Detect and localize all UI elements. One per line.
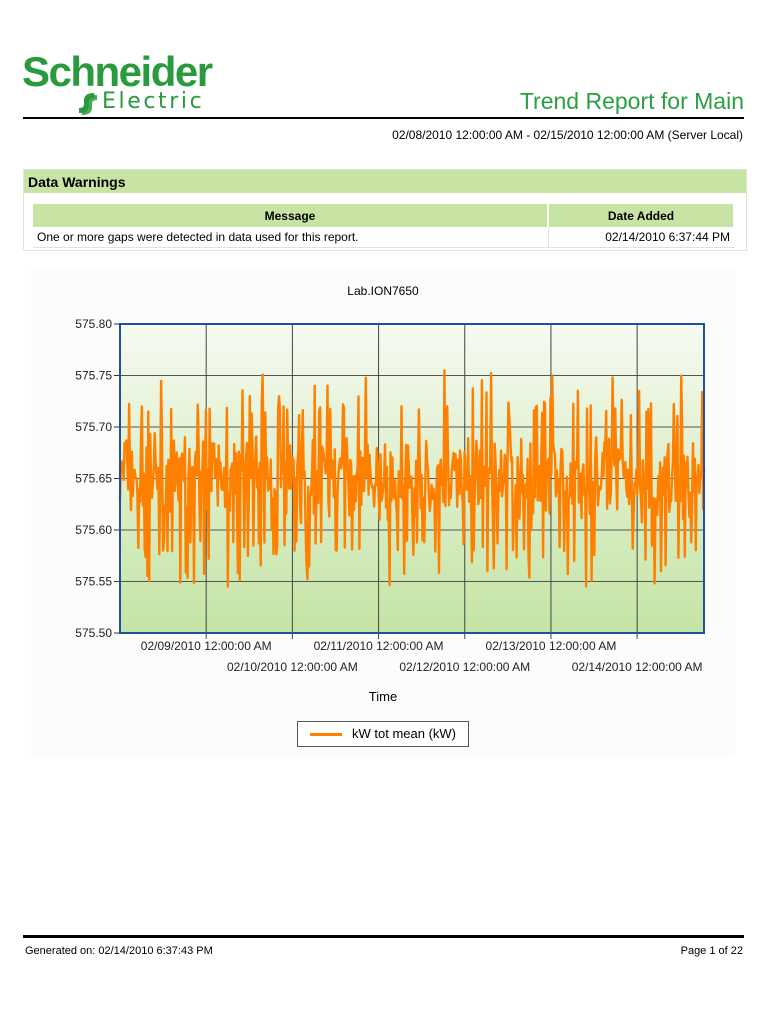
report-title: Trend Report for Main [519,88,744,114]
legend-line-swatch-icon [310,733,342,736]
x-tick-label: 02/12/2010 12:00:00 AM [399,660,530,674]
x-axis-title: Time [368,689,398,704]
header-divider [23,117,744,119]
plot-border [119,323,705,634]
schneider-electric-logo: Schneider Electric [22,50,252,120]
y-tick-label: 575.65 [75,472,112,486]
legend-label: kW tot mean (kW) [352,726,457,741]
data-warnings-section: Data Warnings Message Date Added One or … [23,169,747,251]
generated-on: Generated on: 02/14/2010 6:37:43 PM [25,945,213,957]
table-row: One or more gaps were detected in data u… [33,227,734,248]
y-tick-label: 575.80 [75,317,112,331]
y-tick-label: 575.60 [75,523,112,537]
logo-mark-icon [79,93,97,115]
x-tick-label: 02/13/2010 12:00:00 AM [486,639,617,653]
column-header-date-added: Date Added [548,204,735,227]
x-tick-label: 02/09/2010 12:00:00 AM [141,639,272,653]
data-warnings-title: Data Warnings [24,170,746,193]
y-tick-label: 575.70 [75,420,112,434]
column-header-message: Message [33,204,549,227]
y-tick-label: 575.75 [75,369,112,383]
x-tick-label: 02/14/2010 12:00:00 AM [572,660,703,674]
trend-chart: Lab.ION7650 575.80 575.75 575.70 575.65 575.… [31,268,735,758]
report-date-range: 02/08/2010 12:00:00 AM - 02/15/2010 12:0… [392,128,743,142]
data-warnings-table: Message Date Added One or more gaps were… [33,204,735,248]
footer-divider [23,935,744,938]
x-tick-label: 02/10/2010 12:00:00 AM [227,660,358,674]
chart-plot: 575.80 575.75 575.70 575.65 575.60 575.55 575.… [75,317,706,674]
logo-sub-text: Electric [102,89,205,114]
page-number: Page 1 of 22 [680,945,743,957]
series-line-kw-tot-mean [118,369,706,588]
warning-message: One or more gaps were detected in data u… [33,227,549,248]
chart-legend: kW tot mean (kW) [297,721,469,747]
y-tick-label: 575.55 [75,575,112,589]
logo-brand-text: Schneider [22,48,213,95]
chart-title: Lab.ION7650 [347,284,419,298]
warning-date-added: 02/14/2010 6:37:44 PM [548,227,734,248]
x-tick-label: 02/11/2010 12:00:00 AM [314,639,444,653]
y-tick-label: 575.50 [75,626,112,640]
